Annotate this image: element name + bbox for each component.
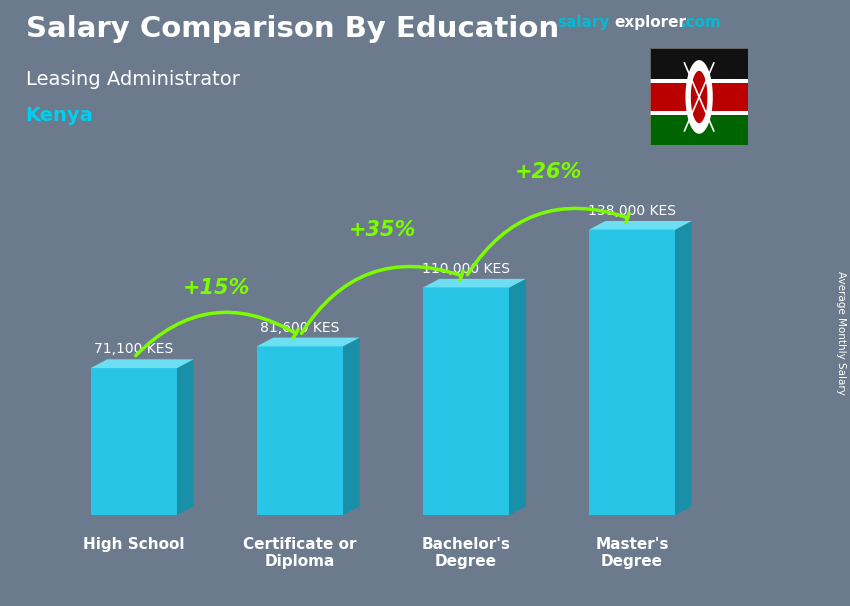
- Polygon shape: [691, 71, 707, 123]
- Text: Kenya: Kenya: [26, 106, 94, 125]
- Text: +35%: +35%: [349, 220, 416, 240]
- Bar: [589, 230, 675, 515]
- Polygon shape: [91, 359, 194, 368]
- Polygon shape: [675, 221, 692, 515]
- Text: .com: .com: [681, 15, 722, 30]
- Text: Average Monthly Salary: Average Monthly Salary: [836, 271, 846, 395]
- Bar: [422, 288, 509, 515]
- Text: 81,600 KES: 81,600 KES: [260, 321, 339, 335]
- Text: +26%: +26%: [515, 162, 582, 182]
- Polygon shape: [685, 60, 713, 134]
- Bar: [650, 111, 748, 115]
- Polygon shape: [257, 338, 360, 347]
- Bar: [91, 368, 177, 515]
- Bar: [257, 347, 343, 515]
- Text: +15%: +15%: [183, 278, 251, 298]
- Bar: [650, 79, 748, 83]
- Text: 71,100 KES: 71,100 KES: [94, 342, 173, 356]
- Bar: [650, 48, 748, 81]
- Bar: [650, 81, 748, 113]
- Polygon shape: [422, 279, 525, 288]
- Text: salary: salary: [557, 15, 609, 30]
- Text: Leasing Administrator: Leasing Administrator: [26, 70, 240, 88]
- Polygon shape: [177, 359, 194, 515]
- Text: 138,000 KES: 138,000 KES: [588, 204, 676, 218]
- Text: 110,000 KES: 110,000 KES: [422, 262, 510, 276]
- Polygon shape: [343, 338, 360, 515]
- Bar: [650, 113, 748, 145]
- Polygon shape: [509, 279, 525, 515]
- Text: Salary Comparison By Education: Salary Comparison By Education: [26, 15, 558, 43]
- Text: explorer: explorer: [615, 15, 687, 30]
- Polygon shape: [589, 221, 692, 230]
